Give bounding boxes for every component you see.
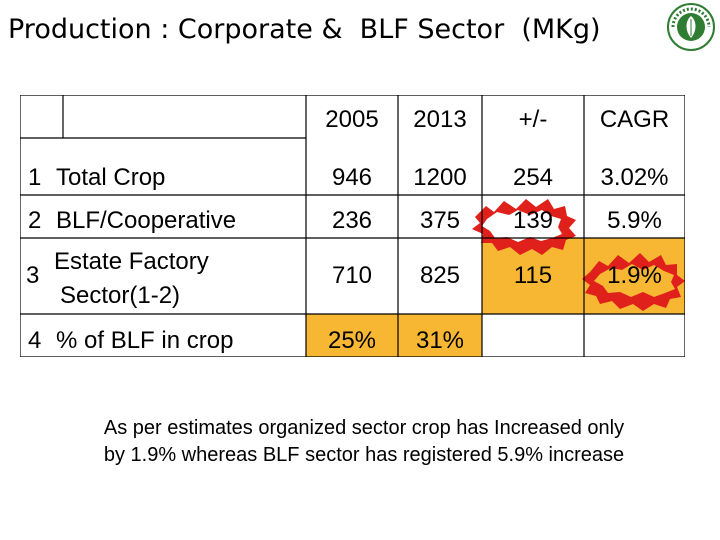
page-title: Production : Corporate & BLF Sector (MKg… [8,14,601,45]
cell-2013: 375 [419,206,461,234]
row-number: 2 [28,206,42,234]
row-label-line1: Estate Factory [54,248,209,275]
cell-2005: 25% [327,326,377,354]
summary-note-line2: by 1.9% whereas BLF sector has registere… [103,444,625,466]
highlight-diff-row3 [482,238,584,314]
summary-note-line1: As per estimates organized sector crop h… [103,417,625,439]
row-number: 1 [28,163,42,191]
row-label: % of BLF in crop [56,326,234,354]
indian-tea-association-logo [667,3,715,51]
cell-diff: 139 [512,206,554,234]
row-label-line2: Sector(1-2) [60,282,181,309]
row-number: 4 [28,326,42,354]
highlight-2013-row4 [398,314,482,357]
header-cagr: CAGR [599,105,670,133]
cell-diff: 254 [512,163,554,191]
cell-2005: 236 [331,206,373,234]
header-2005: 2005 [325,105,379,133]
row-label: Total Crop [56,163,166,191]
burst-139-inner [482,210,562,242]
cell-2013: 825 [419,262,461,289]
cell-diff: 115 [513,262,553,289]
burst-1-9-inner [594,264,675,297]
cell-cagr: 3.02% [600,163,669,191]
cell-cagr: 1.9% [607,262,662,289]
cell-2013: 31% [415,326,465,354]
cell-2005: 710 [331,262,373,289]
production-table [20,95,685,357]
summary-note: As per estimates organized sector crop h… [14,415,714,469]
header-diff: +/- [518,105,548,133]
header-2013: 2013 [413,105,467,133]
highlight-2005-row4 [306,314,398,357]
row-number: 3 [26,262,40,289]
cell-2013: 1200 [413,163,467,191]
row-label: BLF/Cooperative [56,206,237,234]
cell-cagr: 5.9% [607,206,662,234]
cell-2005: 946 [331,163,373,191]
